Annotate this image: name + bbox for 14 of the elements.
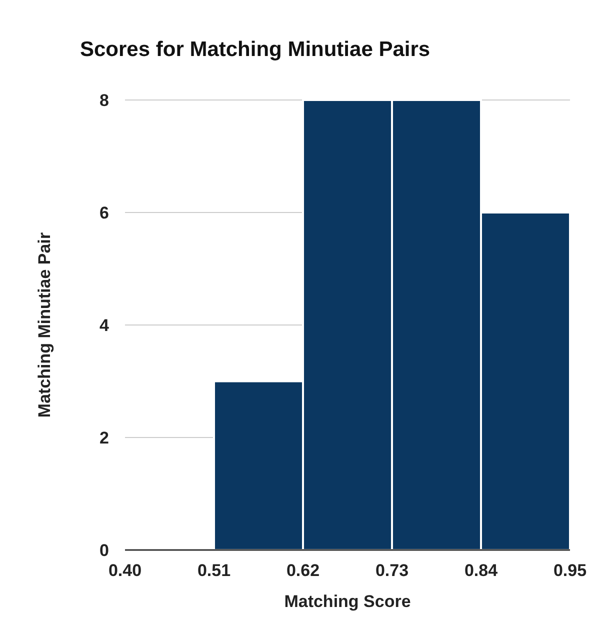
x-tick-label: 0.84 xyxy=(464,561,498,580)
y-tick-label: 6 xyxy=(100,203,109,222)
x-tick-label: 0.95 xyxy=(553,561,587,580)
y-tick-label: 2 xyxy=(100,428,109,448)
x-tick-label: 0.62 xyxy=(286,561,320,580)
y-tick-label: 8 xyxy=(100,90,109,110)
y-axis-title: Matching Minutiae Pair xyxy=(35,232,54,418)
x-tick-label: 0.40 xyxy=(108,561,142,580)
x-tick-label: 0.73 xyxy=(375,561,409,580)
x-axis-title: Matching Score xyxy=(284,592,411,611)
y-tick-label: 0 xyxy=(100,540,109,560)
x-tick-label: 0.51 xyxy=(197,561,231,580)
y-tick-label: 4 xyxy=(100,316,110,335)
chart-title: Scores for Matching Minutiae Pairs xyxy=(80,38,430,61)
